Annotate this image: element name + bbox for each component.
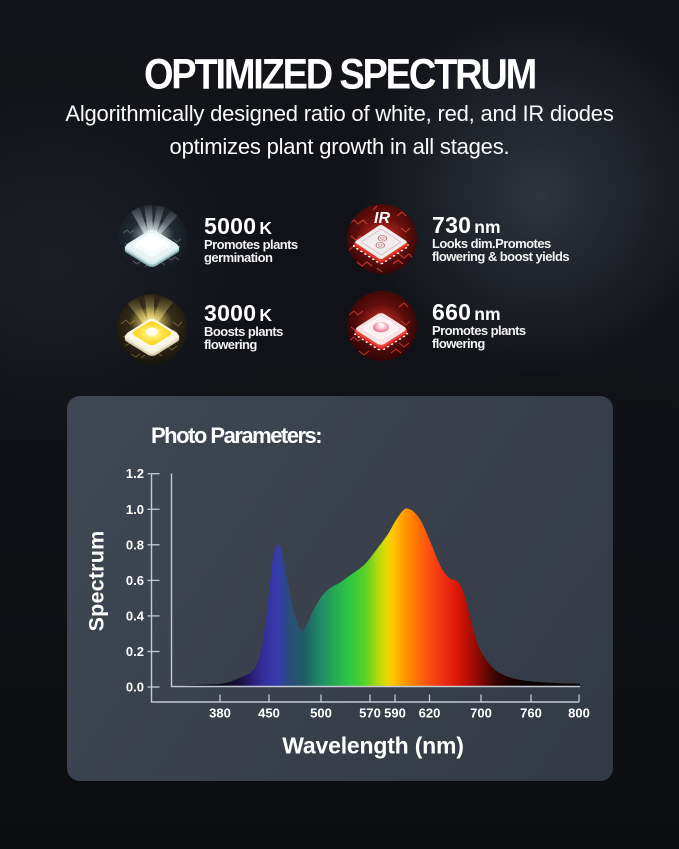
svg-text:450: 450 (258, 706, 280, 721)
svg-text:620: 620 (419, 706, 441, 721)
svg-text:Wavelength (nm): Wavelength (nm) (282, 733, 463, 759)
svg-text:0.2: 0.2 (126, 644, 144, 659)
svg-text:1.0: 1.0 (126, 502, 144, 517)
svg-text:570: 570 (359, 706, 381, 721)
svg-text:Photo Parameters:: Photo Parameters: (151, 423, 321, 448)
svg-text:1.2: 1.2 (126, 466, 144, 481)
svg-text:0.4: 0.4 (126, 608, 145, 623)
svg-text:700: 700 (470, 706, 492, 721)
svg-text:380: 380 (209, 706, 231, 721)
svg-text:IR: IR (374, 210, 390, 227)
svg-text:800: 800 (568, 706, 590, 721)
svg-text:590: 590 (384, 706, 406, 721)
svg-text:0.0: 0.0 (126, 680, 144, 695)
svg-text:500: 500 (310, 706, 332, 721)
svg-text:Spectrum: Spectrum (85, 531, 109, 632)
svg-text:0.8: 0.8 (126, 537, 144, 552)
svg-text:760: 760 (520, 706, 542, 721)
svg-text:0.6: 0.6 (126, 573, 144, 588)
